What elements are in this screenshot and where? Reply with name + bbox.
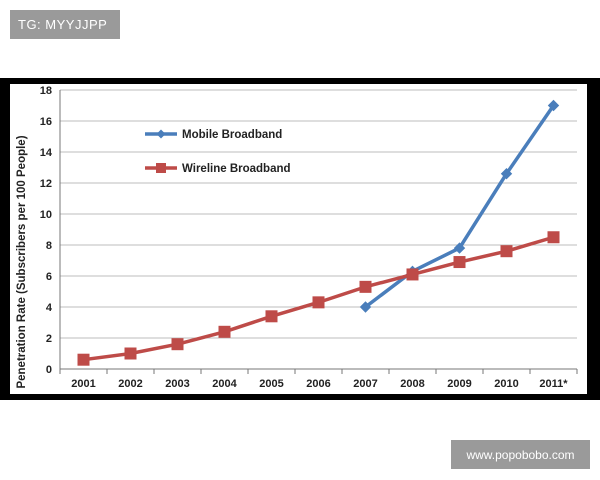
legend-marker-mobile — [156, 129, 166, 139]
data-point-wireline — [218, 325, 231, 338]
data-point-wireline — [124, 347, 137, 360]
data-point-wireline — [265, 310, 278, 323]
data-point-wireline — [77, 353, 90, 366]
data-point-wireline — [500, 245, 513, 258]
x-tick-label: 2007 — [353, 378, 377, 390]
y-axis-title: Penetration Rate (Subscribers per 100 Pe… — [16, 135, 28, 388]
chart-panel: 0 2 4 6 8 10 12 14 16 18 2001 2002 2003 2004 2005 2006 2… — [10, 84, 587, 394]
x-tick-label: 2005 — [259, 378, 283, 390]
y-tick-label: 0 — [46, 364, 52, 376]
y-tick-label: 6 — [46, 271, 52, 283]
data-point-wireline — [171, 338, 184, 351]
x-tick-label: 2009 — [447, 378, 471, 390]
data-point-mobile — [547, 99, 560, 112]
y-tick-label: 14 — [40, 147, 53, 159]
series-line-mobile — [364, 104, 555, 309]
data-point-wireline — [547, 231, 560, 244]
y-tick-label: 12 — [40, 178, 52, 190]
y-tick-label: 16 — [40, 116, 52, 128]
legend-label-wireline: Wireline Broadband — [182, 163, 291, 175]
legend-marker-wireline — [156, 163, 166, 173]
y-tick-label: 18 — [40, 85, 52, 97]
y-tick-label: 4 — [46, 302, 53, 314]
x-tick-label: 2006 — [306, 378, 330, 390]
data-point-wireline — [359, 280, 372, 293]
x-tick-label: 2001 — [71, 378, 95, 390]
x-tick-label: 2004 — [212, 378, 237, 390]
y-tick-label: 8 — [46, 240, 52, 252]
x-tick-label: 2011* — [539, 378, 568, 390]
x-tick-label: 2008 — [400, 378, 424, 390]
bottom-watermark: www.popobobo.com — [451, 440, 590, 469]
data-point-wireline — [453, 256, 466, 269]
y-tick-label: 2 — [46, 333, 52, 345]
data-point-mobile — [359, 301, 372, 313]
data-point-mobile — [500, 167, 513, 180]
data-point-wireline — [312, 296, 325, 309]
x-tick-label: 2002 — [118, 378, 142, 390]
top-watermark: TG: MYYJJPP — [10, 10, 120, 39]
x-tick-label: 2003 — [165, 378, 189, 390]
x-tick-label: 2010 — [494, 378, 518, 390]
data-point-wireline — [406, 268, 419, 281]
line-chart: 0 2 4 6 8 10 12 14 16 18 2001 2002 2003 2004 2005 2006 2… — [16, 85, 578, 390]
data-point-mobile — [453, 242, 466, 254]
y-tick-label: 10 — [40, 209, 52, 221]
legend-label-mobile: Mobile Broadband — [182, 129, 282, 141]
